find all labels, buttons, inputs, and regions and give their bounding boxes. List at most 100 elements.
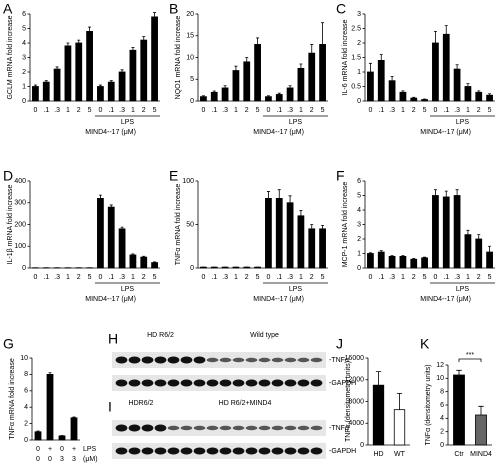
blot-band: [232, 425, 245, 431]
y-tick-label: 8000: [348, 398, 364, 405]
error-bar: [321, 22, 325, 45]
error-bar: [477, 234, 481, 239]
bar: [265, 197, 272, 269]
blot-band: [258, 357, 271, 363]
group-label: LPS: [121, 119, 135, 126]
bar: [367, 253, 374, 269]
significance-bracket: [458, 358, 482, 362]
x-tick-label: .3: [119, 107, 125, 114]
bar: [319, 228, 326, 269]
x-tick-label: 0: [33, 107, 37, 114]
x-tick-label: 1: [299, 107, 303, 114]
panel-letter: D: [3, 168, 13, 184]
bar: [367, 71, 374, 102]
x-axis-label: MIND4--17 (μM): [420, 129, 471, 136]
annotation: ***: [466, 352, 474, 359]
bar: [140, 256, 148, 269]
bar: [297, 215, 305, 269]
y-tick-label: 5: [190, 76, 194, 83]
x-tick-label: 2: [245, 107, 249, 114]
x-tick-label: .1: [378, 107, 384, 114]
bar: [453, 68, 461, 102]
bar: [421, 257, 428, 269]
blot-band: [128, 356, 141, 364]
error-bar: [131, 46, 135, 51]
blot-band: [141, 379, 154, 387]
blot-band: [206, 357, 219, 363]
x-tick-label: 2: [412, 107, 416, 114]
blot-band: [297, 357, 310, 363]
x-tick-label: 1: [131, 274, 135, 281]
x-tick-label: 2: [310, 274, 314, 281]
x-tick-label: 0: [60, 446, 64, 453]
blot-band: [219, 447, 232, 455]
x-tick-label: 5: [88, 274, 92, 281]
error-bar: [48, 372, 52, 375]
x-tick-label: .3: [454, 107, 460, 114]
x-axis-label: MIND4--17 (μM): [85, 296, 136, 303]
group-label: HDR6/2: [129, 400, 154, 407]
blot-band: [232, 379, 245, 387]
blot-band: [232, 447, 245, 455]
x-tick-label: 2: [477, 274, 481, 281]
bar: [243, 61, 251, 102]
blot-background: [112, 443, 326, 459]
bar: [42, 81, 50, 102]
x-tick-label: .1: [108, 107, 114, 114]
x-tick-label: 0: [36, 456, 40, 463]
x-tick-label: 1: [234, 274, 238, 281]
error-bar: [288, 195, 292, 203]
y-axis-label: IL-6 mRNA fold increase: [342, 19, 349, 95]
blot-band: [310, 425, 323, 431]
error-bar: [277, 189, 281, 199]
blot-band: [232, 357, 245, 363]
x-tick-label: 2: [77, 107, 81, 114]
error-bar: [433, 189, 437, 196]
bar: [221, 87, 229, 102]
panel-letter: J: [336, 336, 343, 352]
bar: [377, 251, 385, 269]
band-label: -TNFα: [329, 357, 349, 364]
bar: [129, 254, 137, 269]
blot-band: [141, 424, 154, 432]
bar: [475, 414, 487, 446]
bar: [308, 52, 316, 102]
x-tick-label: 5: [423, 274, 427, 281]
bar: [388, 80, 396, 102]
bar: [442, 196, 450, 269]
y-tick-label: 4000: [348, 420, 364, 427]
y-tick-label: 0: [22, 98, 26, 105]
y-tick-label: 300: [14, 200, 26, 207]
x-tick-label: .3: [389, 107, 395, 114]
x-tick-label: .3: [287, 274, 293, 281]
bar: [286, 87, 294, 102]
error-bar: [412, 258, 416, 260]
panel-letter: I: [108, 399, 112, 415]
x-tick-label: .1: [378, 274, 384, 281]
bar: [46, 373, 54, 441]
blot-band: [141, 447, 154, 455]
group-label: LPS: [121, 286, 135, 293]
x-tick-label: 2: [412, 274, 416, 281]
x-tick-label: 2: [77, 274, 81, 281]
y-tick-label: 10: [20, 355, 28, 362]
error-bar: [401, 255, 405, 257]
blot-band: [115, 356, 128, 364]
blot-band: [219, 379, 232, 387]
bar: [129, 49, 137, 102]
panel-letter: A: [3, 1, 13, 17]
error-bar: [379, 54, 383, 61]
bar: [377, 60, 385, 102]
error-bar: [310, 224, 314, 229]
error-bar: [36, 430, 40, 432]
bar: [286, 202, 294, 269]
error-bar: [256, 37, 260, 45]
y-tick-label: 8: [440, 389, 444, 396]
error-bar: [455, 189, 459, 196]
error-bar: [396, 392, 403, 410]
x-tick-label: 5: [321, 107, 325, 114]
bar: [275, 94, 283, 102]
error-bar: [455, 64, 459, 70]
blot-band: [115, 424, 128, 432]
bar: [297, 67, 305, 102]
